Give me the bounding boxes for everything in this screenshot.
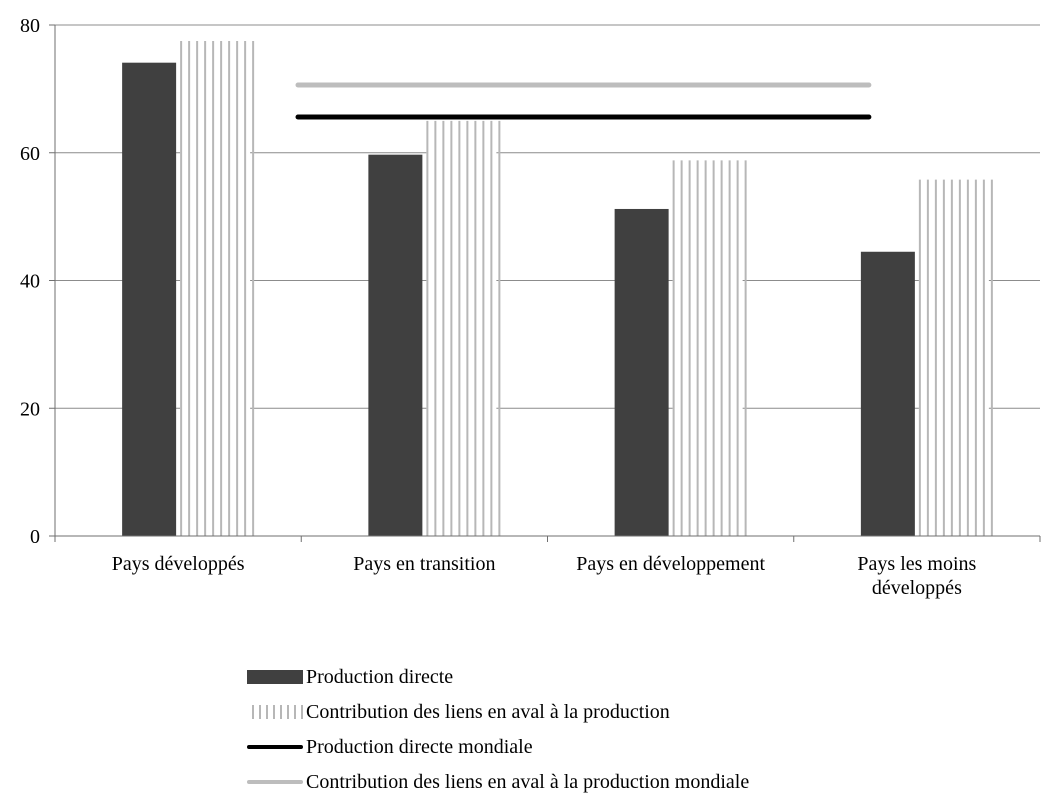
axes bbox=[49, 24, 1041, 542]
bar-hatch-background bbox=[426, 120, 497, 536]
legend-label: Production directe bbox=[306, 665, 454, 688]
y-tick-label: 0 bbox=[30, 526, 40, 548]
legend-swatch-black-line bbox=[247, 744, 303, 749]
x-tick-label: Pays développés bbox=[112, 553, 245, 575]
x-tick-label: Pays les moins bbox=[857, 553, 976, 575]
legend-swatch-solid bbox=[247, 669, 303, 684]
bar-contribution-liens bbox=[672, 160, 747, 537]
bar-contribution-liens bbox=[918, 179, 993, 536]
bar-chart: 0 20 40 60 80 Pays développés Pays en transit… bbox=[20, 15, 1041, 599]
y-tick-label: 80 bbox=[20, 15, 40, 37]
bar-production-directe bbox=[860, 251, 915, 536]
y-tick-label: 60 bbox=[20, 143, 40, 165]
x-tick-label: Pays en développement bbox=[576, 553, 765, 575]
bar-contribution-liens bbox=[426, 120, 501, 536]
legend-item-production-directe: Production directe bbox=[247, 662, 749, 691]
legend-item-contribution-liens: Contribution des liens en aval à la prod… bbox=[247, 697, 749, 726]
reference-lines bbox=[295, 82, 872, 120]
x-tick-labels: Pays développés Pays en transition Pays en… bbox=[112, 553, 977, 599]
legend-item-contribution-mondiale: Contribution des liens en aval à la prod… bbox=[247, 767, 749, 796]
bar-production-directe bbox=[368, 154, 423, 536]
legend-label: Production directe mondiale bbox=[306, 735, 533, 758]
legend-label: Contribution des liens en aval à la prod… bbox=[306, 700, 670, 723]
legend-swatch-hatch bbox=[247, 704, 303, 719]
y-tick-labels: 0 20 40 60 80 bbox=[20, 15, 40, 548]
x-tick-label: développés bbox=[872, 577, 962, 599]
y-tick-label: 40 bbox=[20, 271, 40, 293]
bars bbox=[122, 40, 993, 537]
y-tick-label: 20 bbox=[20, 398, 40, 420]
bar-hatch-background bbox=[918, 179, 989, 536]
legend: Production directe Contribution des lien… bbox=[247, 662, 749, 802]
bar-hatch-background bbox=[672, 160, 743, 537]
bar-production-directe bbox=[122, 62, 177, 536]
legend-label: Contribution des liens en aval à la prod… bbox=[306, 770, 750, 793]
legend-item-production-mondiale: Production directe mondiale bbox=[247, 732, 749, 761]
bar-hatch-background bbox=[180, 40, 251, 536]
legend-swatch-grey-line bbox=[247, 779, 303, 784]
x-tick-label: Pays en transition bbox=[353, 553, 495, 575]
bar-production-directe bbox=[614, 208, 669, 536]
bar-contribution-liens bbox=[180, 40, 255, 536]
